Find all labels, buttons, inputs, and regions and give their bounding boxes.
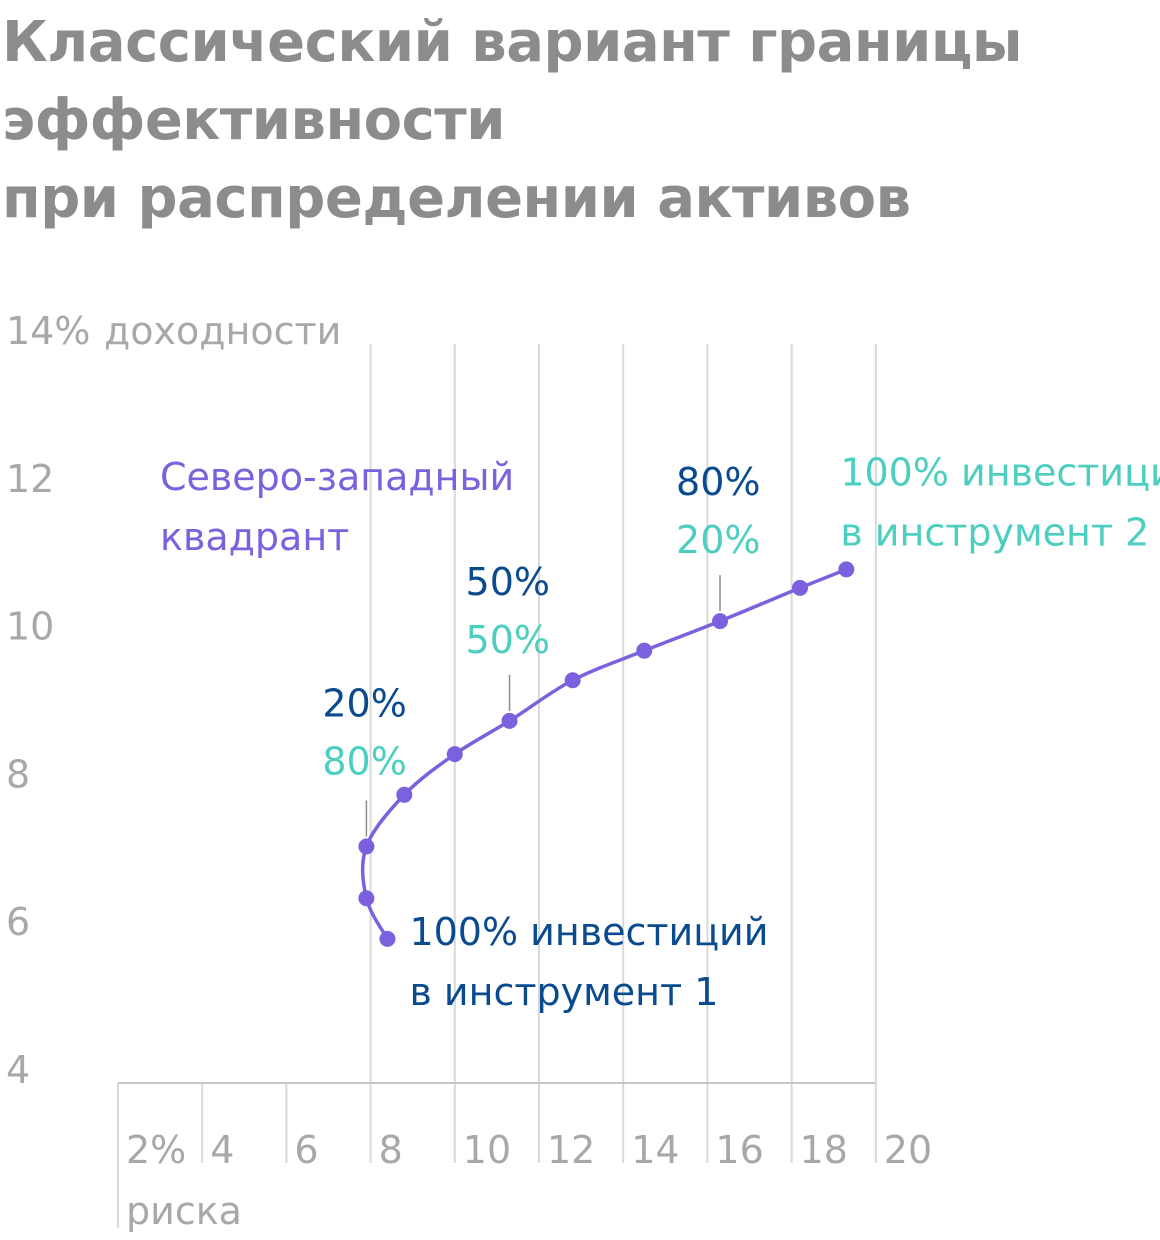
instrument2-label: 100% инвестиций <box>840 450 1160 494</box>
x-tick-label: 14 <box>631 1128 679 1172</box>
data-point <box>792 579 809 596</box>
y-tick-label: 6 <box>6 900 30 944</box>
x-tick-label: 10 <box>463 1128 511 1172</box>
x-tick-label: 20 <box>884 1128 932 1172</box>
title-line: Классический вариант границы <box>2 10 1023 75</box>
data-point <box>636 642 653 659</box>
mix-label-top: 50% <box>466 560 550 604</box>
mix-label-bottom: 80% <box>322 740 406 784</box>
data-point <box>501 712 518 729</box>
x-tick-label: 18 <box>800 1128 848 1172</box>
x-tick-label: 16 <box>715 1128 763 1172</box>
data-point <box>379 930 396 947</box>
x-tick-label: 6 <box>294 1128 318 1172</box>
data-point <box>564 672 581 689</box>
y-tick-label: 12 <box>6 457 54 501</box>
data-point <box>396 786 413 803</box>
y-tick-label: 8 <box>6 752 30 796</box>
data-point <box>446 746 463 763</box>
x-tick-label: 8 <box>379 1128 403 1172</box>
instrument1-label: 100% инвестиций <box>409 910 768 954</box>
data-point <box>838 561 855 578</box>
instrument1-label: в инструмент 1 <box>409 970 718 1014</box>
data-point <box>358 838 375 855</box>
y-tick-label: 4 <box>6 1048 30 1092</box>
quadrant-label: квадрант <box>160 515 349 559</box>
x-tick-label: 4 <box>210 1128 234 1172</box>
data-point <box>358 890 375 907</box>
mix-label-bottom: 50% <box>466 618 550 662</box>
data-point <box>712 613 729 630</box>
x-tick-label: 2% <box>126 1128 186 1172</box>
x-tick-label: 12 <box>547 1128 595 1172</box>
quadrant-label: Северо-западный <box>160 455 514 499</box>
mix-label-top: 80% <box>676 460 760 504</box>
instrument2-label: в инструмент 2 <box>840 510 1149 554</box>
y-axis-label: доходности <box>104 309 341 353</box>
y-tick-label: 10 <box>6 605 54 649</box>
mix-label-bottom: 20% <box>676 518 760 562</box>
frontier-line <box>360 567 847 940</box>
title-line: при распределении активов <box>2 166 911 231</box>
y-tick-label: 14% <box>6 309 90 353</box>
chart-title: Классический вариант границы эффективнос… <box>2 4 1023 238</box>
title-line: эффективности <box>2 88 506 153</box>
mix-label-top: 20% <box>322 682 406 726</box>
x-axis-label: риска <box>126 1189 242 1233</box>
